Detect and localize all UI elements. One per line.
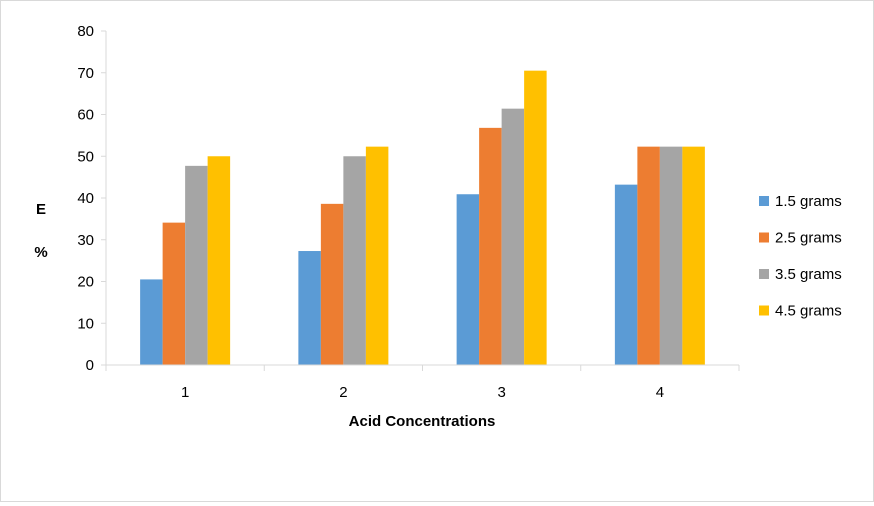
y-tick-label: 50 <box>77 148 94 165</box>
bar-1-5-grams-cat-1 <box>140 279 163 365</box>
x-tick-label: 3 <box>497 384 505 401</box>
legend-label: 1.5 grams <box>775 193 842 210</box>
legend: 1.5 grams 2.5 grams 3.5 grams 4.5 grams <box>759 193 842 320</box>
bar-4-5-grams-cat-4 <box>682 146 705 365</box>
bar-1-5-grams-cat-4 <box>614 184 638 365</box>
y-tick-label: 30 <box>77 232 94 249</box>
y-tick-label: 40 <box>77 190 94 207</box>
y-axis-title-line2: % <box>34 244 47 261</box>
y-tick-label: 70 <box>77 65 94 82</box>
legend-swatch <box>759 305 769 316</box>
y-tick-label: 20 <box>77 274 94 291</box>
y-tick-label: 60 <box>77 107 94 124</box>
bar-1-5-grams-cat-3 <box>456 194 480 365</box>
legend-swatch <box>759 196 769 206</box>
legend-label: 3.5 grams <box>775 266 842 283</box>
bar-2-5-grams-cat-3 <box>479 127 502 365</box>
y-tick-label: 80 <box>77 23 94 40</box>
bar-3-5-grams-cat-1 <box>185 165 208 365</box>
y-tick-label: 0 <box>86 357 94 374</box>
bar-3-5-grams-cat-3 <box>501 108 525 365</box>
y-axis-ticks: 0 10 20 30 40 50 60 70 80 <box>77 23 106 374</box>
bar-4-5-grams-cat-2 <box>365 146 389 365</box>
bar-4-5-grams-cat-3 <box>524 70 547 365</box>
bar-3-5-grams-cat-2 <box>343 156 366 365</box>
bar-2-5-grams-cat-2 <box>320 203 344 365</box>
bar-1-5-grams-cat-2 <box>298 251 321 365</box>
legend-swatch <box>759 269 769 279</box>
x-tick-label: 4 <box>656 384 664 401</box>
bar-2-5-grams-cat-1 <box>162 222 186 365</box>
x-axis-title: Acid Concentrations <box>349 413 496 430</box>
x-tick-label: 2 <box>339 384 347 401</box>
bar-3-5-grams-cat-4 <box>659 146 683 365</box>
bars <box>140 70 705 365</box>
y-axis-title-line1: E <box>36 201 46 218</box>
y-tick-label: 10 <box>77 315 94 332</box>
legend-swatch <box>759 232 769 243</box>
bar-2-5-grams-cat-4 <box>637 146 660 365</box>
legend-label: 4.5 grams <box>775 303 842 320</box>
bar-4-5-grams-cat-1 <box>207 156 231 365</box>
x-axis-ticks: 1 2 3 4 <box>105 365 740 401</box>
x-tick-label: 1 <box>181 384 189 401</box>
legend-label: 2.5 grams <box>775 230 842 247</box>
